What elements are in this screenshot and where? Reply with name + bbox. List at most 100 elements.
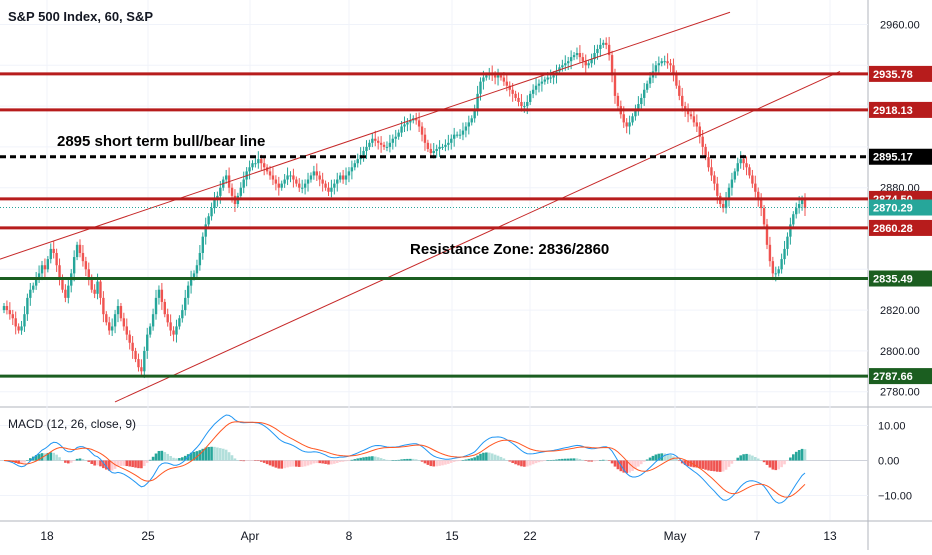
candle-body (771, 261, 775, 274)
candle-body (613, 75, 617, 96)
candle-body (485, 75, 488, 78)
macd-histogram-bar (227, 452, 231, 461)
macd-histogram-bar (107, 460, 111, 471)
candle-body (689, 114, 693, 117)
candle-body (172, 330, 175, 335)
candle-body (610, 55, 614, 76)
macd-histogram-bar (356, 458, 360, 461)
macd-histogram-bar (482, 452, 485, 461)
candle-body (146, 334, 149, 351)
macd-histogram-bar (81, 459, 85, 461)
candle-body (605, 42, 608, 45)
candle-body (298, 183, 301, 188)
candle-body (116, 306, 120, 315)
macd-histogram-bar (55, 454, 58, 461)
macd-histogram-bar (759, 460, 763, 461)
candle-body (29, 289, 32, 298)
macd-histogram-bar (221, 448, 225, 461)
candle-body (590, 59, 593, 64)
candle-body (268, 171, 272, 176)
candle-body (306, 179, 310, 184)
candle-body (558, 67, 561, 72)
macd-histogram-bar (689, 460, 693, 467)
macd-histogram-bar (692, 460, 696, 468)
candle-body (195, 265, 199, 274)
macd-histogram-bar (183, 455, 187, 461)
macd-histogram-bar (388, 460, 392, 461)
macd-histogram-bar (259, 460, 263, 462)
candle-body (248, 167, 251, 172)
candle-body (336, 179, 339, 184)
candle-body (128, 334, 131, 343)
macd-histogram-bar (385, 459, 389, 461)
price-tick-label: 2780.00 (880, 387, 920, 399)
candle-body (625, 122, 628, 127)
price-tick-label: 2820.00 (880, 305, 920, 317)
macd-histogram-bar (379, 458, 383, 461)
macd-histogram-bar (350, 459, 354, 461)
candle-body (464, 126, 468, 131)
macd-histogram-bar (145, 460, 149, 463)
candle-body (704, 146, 707, 158)
candle-body (765, 224, 769, 245)
candle-body (455, 134, 459, 136)
macd-histogram-bar (333, 460, 336, 464)
macd-histogram-bar (663, 453, 666, 461)
macd-histogram-bar (143, 460, 146, 467)
candle-body (727, 187, 731, 200)
macd-histogram-bar (555, 459, 558, 461)
macd-histogram-bar (587, 460, 590, 462)
macd-histogram-bar (637, 460, 640, 467)
candle-body (569, 57, 573, 62)
candle-body (295, 179, 298, 184)
macd-histogram-bar (254, 460, 257, 461)
candle-body (23, 314, 26, 327)
macd-histogram-bar (219, 448, 222, 461)
candle-body (99, 281, 102, 298)
candle-body (318, 175, 321, 180)
macd-histogram-bar (496, 455, 500, 461)
macd-histogram-bar (593, 460, 596, 462)
macd-histogram-bar (43, 453, 47, 461)
candle-body (11, 314, 14, 319)
macd-histogram-bar (198, 450, 202, 461)
macd-histogram-bar (677, 460, 681, 462)
macd-histogram-bar (283, 460, 286, 469)
macd-histogram-bar (72, 460, 76, 461)
macd-histogram-bar (403, 459, 406, 461)
candle-body (108, 322, 111, 331)
macd-histogram-bar (800, 448, 804, 461)
macd-histogram-bar (783, 460, 786, 465)
macd-histogram-bar (438, 460, 441, 466)
macd-histogram-bar (520, 460, 523, 467)
price-tick-label: 2960.00 (880, 19, 920, 31)
candle-body (441, 146, 444, 148)
candle-body (534, 85, 538, 90)
candle-body (707, 157, 710, 168)
candle-body (181, 310, 184, 319)
candle-body (385, 146, 389, 148)
candle-body (58, 265, 61, 278)
candle-body (157, 289, 161, 298)
candle-body (414, 118, 418, 121)
candle-body (140, 367, 143, 372)
candle-body (634, 110, 637, 117)
candle-body (52, 248, 55, 253)
macd-signal-line (3, 421, 806, 498)
candle-body (730, 179, 734, 188)
macd-histogram-bar (110, 460, 114, 471)
candle-body (493, 75, 497, 78)
trendline-upper[interactable] (0, 11, 731, 260)
macd-histogram-bar (792, 454, 795, 461)
macd-histogram-bar (487, 452, 491, 461)
level-label-box (869, 101, 932, 118)
candle-body (526, 102, 529, 107)
macd-histogram-bar (742, 454, 745, 461)
macd-histogram-bar (204, 447, 208, 461)
candle-body (713, 175, 716, 184)
macd-histogram-bar (517, 460, 520, 466)
macd-histogram-bar (715, 460, 719, 472)
macd-histogram-bar (373, 456, 377, 461)
trendline-lower[interactable] (114, 70, 841, 403)
